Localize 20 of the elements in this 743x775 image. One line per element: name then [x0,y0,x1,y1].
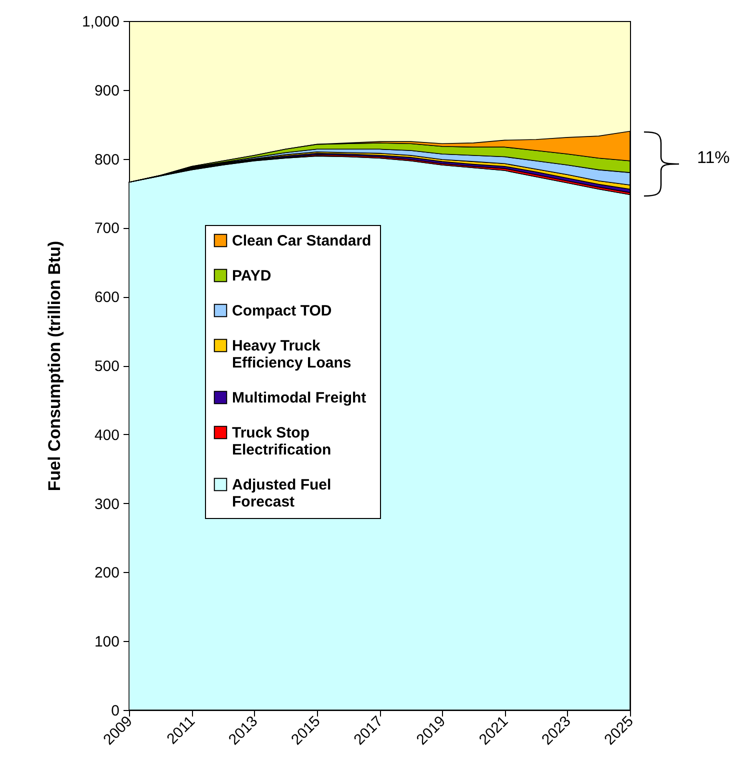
y-tick-label: 1,000 [82,14,120,30]
y-tick-label: 200 [94,564,120,582]
y-tick-label: 400 [94,426,120,444]
legend-label: PAYD [232,268,272,284]
legend-label: Heavy Truck Efficiency Loans [232,338,352,372]
legend-label: Truck Stop Electrification [232,424,332,458]
y-tick-label: 800 [94,151,120,168]
y-tick-label: 700 [94,220,120,238]
y-tick-label: 0 [111,702,120,720]
legend-label: Multimodal Freight [232,390,366,406]
y-axis-title: Fuel Consumption (trillion Btu) [44,240,64,492]
y-tick-label: 600 [94,289,120,306]
y-tick-label: 100 [94,634,120,651]
text: 11% [697,148,730,168]
y-tick-label: 500 [94,358,120,375]
y-tick-label: 300 [94,496,120,513]
legend-label: Clean Car Standard [232,232,372,250]
y-tick-label: 900 [94,82,120,100]
legend-label: Compact TOD [232,302,332,320]
legend-label: Adjusted Fuel Forecast [232,476,332,510]
